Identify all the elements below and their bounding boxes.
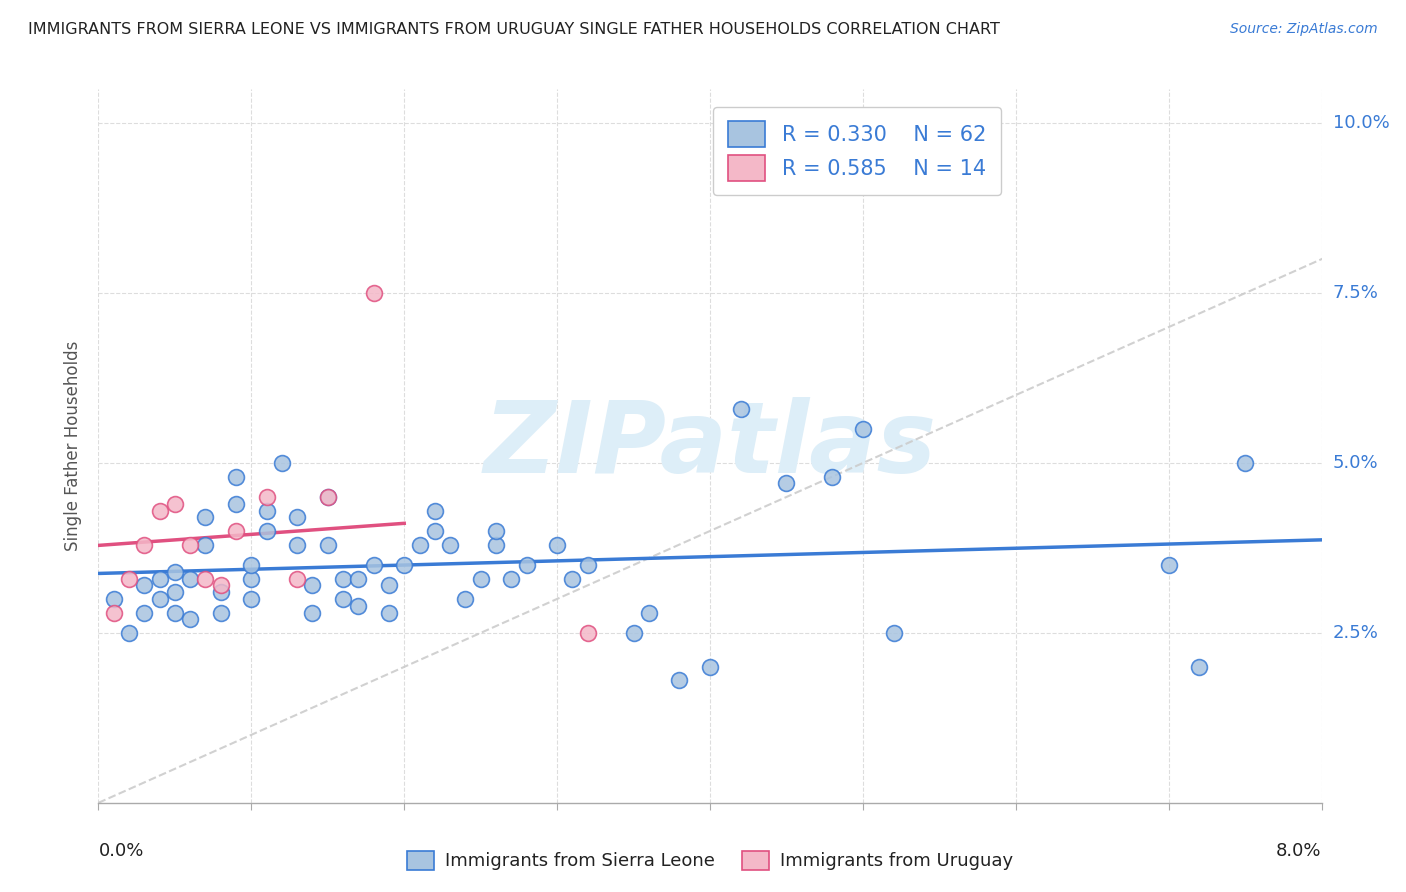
Point [332, 591, 354, 606]
Point [134, 537, 156, 551]
Point [240, 572, 263, 586]
Point [501, 572, 523, 586]
Point [668, 673, 690, 688]
Point [347, 599, 370, 613]
Point [301, 578, 323, 592]
Text: Source: ZipAtlas.com: Source: ZipAtlas.com [1230, 22, 1378, 37]
Point [118, 626, 141, 640]
Point [423, 503, 446, 517]
Point [454, 591, 477, 606]
Point [103, 591, 125, 606]
Point [316, 490, 339, 504]
Point [852, 422, 875, 436]
Point [485, 537, 508, 551]
Point [623, 626, 645, 640]
Point [363, 286, 385, 301]
Point [699, 660, 721, 674]
Point [179, 612, 201, 626]
Point [637, 606, 661, 620]
Point [378, 578, 401, 592]
Text: IMMIGRANTS FROM SIERRA LEONE VS IMMIGRANTS FROM URUGUAY SINGLE FATHER HOUSEHOLDS: IMMIGRANTS FROM SIERRA LEONE VS IMMIGRAN… [28, 22, 1000, 37]
Point [225, 524, 247, 538]
Point [179, 572, 201, 586]
Point [730, 401, 752, 416]
Point [883, 626, 905, 640]
Point [240, 591, 263, 606]
Point [149, 503, 172, 517]
Point [240, 558, 263, 572]
Legend: Immigrants from Sierra Leone, Immigrants from Uruguay: Immigrants from Sierra Leone, Immigrants… [398, 842, 1022, 880]
Y-axis label: Single Father Households: Single Father Households [65, 341, 83, 551]
Point [118, 572, 141, 586]
Point [225, 497, 247, 511]
Text: ZIPatlas: ZIPatlas [484, 398, 936, 494]
Point [163, 606, 186, 620]
Point [301, 606, 323, 620]
Point [1188, 660, 1211, 674]
Point [134, 606, 156, 620]
Point [470, 572, 492, 586]
Point [285, 537, 308, 551]
Point [332, 572, 354, 586]
Point [423, 524, 446, 538]
Point [163, 497, 186, 511]
Point [408, 537, 430, 551]
Point [363, 558, 385, 572]
Point [546, 537, 568, 551]
Point [285, 572, 308, 586]
Point [256, 490, 278, 504]
Point [821, 469, 844, 483]
Point [378, 606, 401, 620]
Point [392, 558, 416, 572]
Point [316, 490, 339, 504]
Point [149, 572, 172, 586]
Point [561, 572, 583, 586]
Point [194, 537, 217, 551]
Text: 2.5%: 2.5% [1333, 624, 1379, 642]
Point [347, 572, 370, 586]
Point [485, 524, 508, 538]
Point [209, 585, 232, 599]
Point [179, 537, 201, 551]
Point [225, 469, 247, 483]
Point [285, 510, 308, 524]
Point [209, 578, 232, 592]
Point [516, 558, 538, 572]
Point [256, 503, 278, 517]
Point [194, 572, 217, 586]
Point [256, 524, 278, 538]
Point [316, 537, 339, 551]
Point [149, 591, 172, 606]
Text: 8.0%: 8.0% [1277, 842, 1322, 860]
Point [576, 626, 599, 640]
Point [270, 456, 294, 470]
Point [209, 606, 232, 620]
Point [1157, 558, 1180, 572]
Point [775, 476, 797, 491]
Text: 10.0%: 10.0% [1333, 114, 1389, 132]
Point [576, 558, 599, 572]
Point [194, 510, 217, 524]
Text: 0.0%: 0.0% [98, 842, 143, 860]
Point [163, 565, 186, 579]
Point [134, 578, 156, 592]
Point [163, 585, 186, 599]
Text: 7.5%: 7.5% [1333, 284, 1379, 302]
Text: 5.0%: 5.0% [1333, 454, 1378, 472]
Point [439, 537, 461, 551]
Point [103, 606, 125, 620]
Point [1234, 456, 1257, 470]
